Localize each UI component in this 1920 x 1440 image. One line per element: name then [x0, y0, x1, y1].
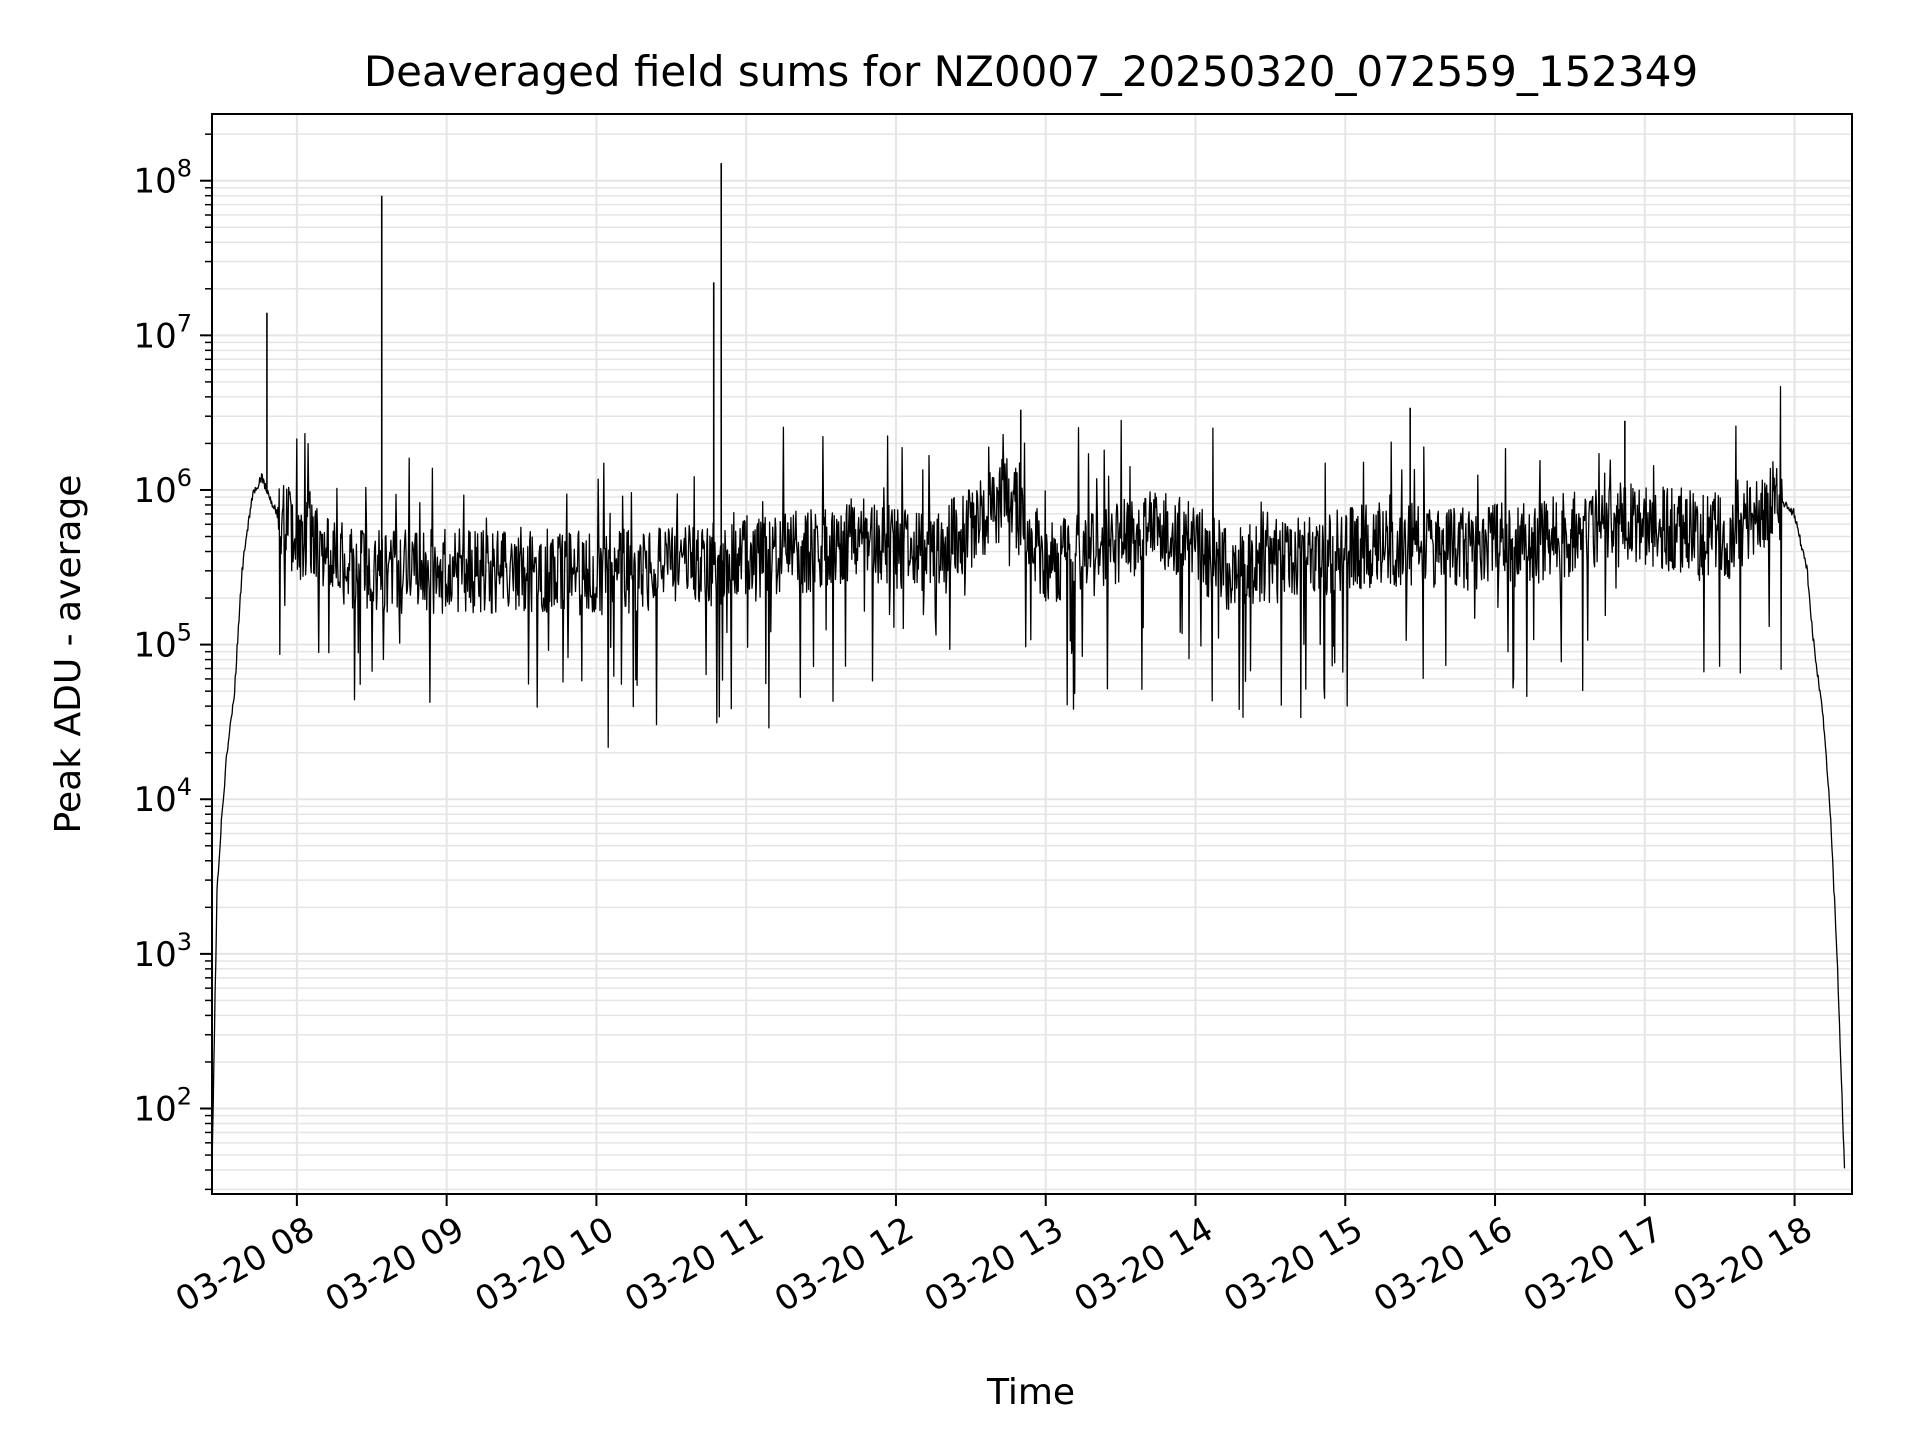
x-tick-label: 03-20 15	[1217, 1209, 1369, 1320]
x-tick-label: 03-20 08	[169, 1209, 321, 1320]
series-line	[211, 163, 1846, 1172]
grid	[212, 114, 1852, 1194]
y-tick-label: 107	[133, 309, 192, 356]
y-tick-label: 106	[133, 464, 192, 511]
x-tick-label: 03-20 14	[1068, 1209, 1220, 1320]
x-tick-label: 03-20 11	[618, 1209, 770, 1320]
series-path	[211, 385, 1846, 1172]
y-tick-label: 104	[133, 773, 192, 820]
x-axis-label: Time	[986, 1372, 1075, 1413]
y-tick-label: 102	[133, 1083, 192, 1130]
y-axis-label: Peak ADU - average	[48, 475, 89, 834]
x-tick-label: 03-20 13	[918, 1209, 1070, 1320]
chart-title: Deaveraged field sums for NZ0007_2025032…	[364, 47, 1698, 96]
y-tick-label: 108	[133, 155, 192, 202]
x-tick-label: 03-20 10	[469, 1209, 621, 1320]
x-tick-label: 03-20 12	[768, 1209, 920, 1320]
y-tick-label: 105	[133, 619, 192, 666]
x-tick-label: 03-20 16	[1367, 1209, 1519, 1320]
y-tick-label: 103	[133, 928, 192, 975]
x-tick-label: 03-20 18	[1667, 1209, 1819, 1320]
x-tick-label: 03-20 09	[319, 1209, 471, 1320]
y-axis: 102 103 104 105 106 107 108	[133, 133, 212, 1191]
plot-frame	[211, 113, 1853, 1195]
x-tick-label: 03-20 17	[1517, 1209, 1669, 1320]
